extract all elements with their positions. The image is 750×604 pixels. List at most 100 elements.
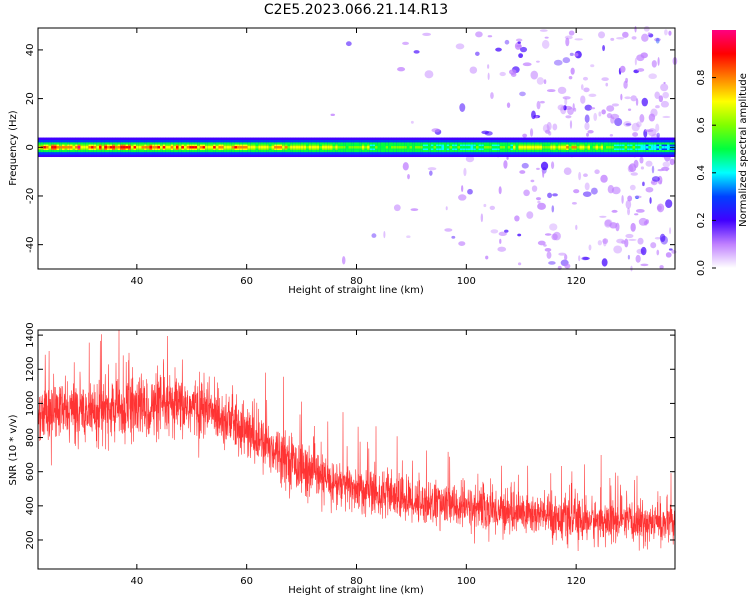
band-segment xyxy=(359,146,363,149)
band-segment xyxy=(629,146,634,149)
band-segment xyxy=(133,146,137,149)
band-segment xyxy=(640,146,644,149)
noise-speck xyxy=(624,96,631,100)
noise-speck xyxy=(506,102,511,108)
band-segment xyxy=(619,146,623,149)
noise-speck xyxy=(669,227,672,235)
noise-speck xyxy=(568,75,573,80)
band-segment xyxy=(372,146,376,149)
band-segment xyxy=(383,146,387,149)
band-segment xyxy=(659,146,663,149)
noise-speck xyxy=(410,120,414,124)
band-segment xyxy=(539,146,543,149)
band-segment xyxy=(542,146,546,149)
noise-speck xyxy=(567,107,574,115)
noise-speck xyxy=(539,29,548,32)
noise-speck xyxy=(664,29,668,36)
noise-speck xyxy=(588,244,592,251)
noise-speck xyxy=(383,230,386,239)
band-segment xyxy=(401,146,405,149)
noise-speck xyxy=(655,105,660,109)
band-segment xyxy=(308,146,312,149)
noise-speck xyxy=(444,228,453,232)
band-segment xyxy=(452,146,456,149)
noise-speck xyxy=(597,240,603,246)
band-segment xyxy=(284,146,289,149)
noise-speck xyxy=(636,54,645,62)
band-segment xyxy=(444,146,448,149)
y-tick-label: 40 xyxy=(25,44,36,57)
y-tick-label: 1400 xyxy=(25,322,36,347)
noise-speck xyxy=(413,50,420,54)
noise-speck xyxy=(601,77,609,82)
snr-x-label: Height of straight line (km) xyxy=(288,585,424,596)
noise-speck xyxy=(529,128,534,137)
band-segment xyxy=(53,146,58,149)
noise-speck xyxy=(630,222,636,232)
noise-speck xyxy=(640,246,647,256)
band-segment xyxy=(457,146,461,149)
band-segment xyxy=(531,146,535,149)
noise-speck xyxy=(606,105,615,112)
noise-speck xyxy=(663,81,666,85)
band-segment xyxy=(125,146,129,149)
figure-title: C2E5.2023.066.21.14.R13 xyxy=(264,2,448,18)
spectrogram-y-label: Frequency (Hz) xyxy=(8,110,19,186)
band-segment xyxy=(478,146,482,149)
band-segment xyxy=(274,146,278,149)
noise-speck xyxy=(506,156,509,160)
noise-speck xyxy=(455,43,465,50)
band-segment xyxy=(51,146,55,149)
noise-speck xyxy=(650,108,658,117)
band-segment xyxy=(534,146,538,149)
noise-speck xyxy=(504,39,510,45)
band-segment xyxy=(454,146,458,149)
noise-speck xyxy=(487,64,490,69)
band-segment xyxy=(213,146,217,149)
band-segment xyxy=(160,146,164,149)
band-segment xyxy=(375,146,379,149)
noise-speck xyxy=(633,159,639,169)
band-segment xyxy=(83,146,87,149)
noise-speck xyxy=(431,128,440,133)
noise-speck xyxy=(582,76,589,81)
band-segment xyxy=(287,146,291,149)
noise-speck xyxy=(564,35,573,40)
noise-speck xyxy=(634,25,637,33)
band-segment xyxy=(558,146,562,149)
band-segment xyxy=(218,146,222,149)
colorbar: 0.0 0.2 0.4 0.6 0.8 Normalized spectral ampl… xyxy=(696,30,749,276)
noise-speck xyxy=(605,82,609,87)
band-segment xyxy=(377,146,381,149)
band-segment xyxy=(555,146,559,149)
band-segment xyxy=(473,146,477,149)
noise-speck xyxy=(620,93,623,101)
band-segment xyxy=(491,146,496,149)
band-segment xyxy=(388,146,392,149)
noise-speck xyxy=(521,162,529,169)
noise-speck xyxy=(654,237,661,240)
band-segment xyxy=(191,146,196,149)
noise-speck xyxy=(519,46,528,53)
band-segment xyxy=(651,146,655,149)
x-tick-label: 100 xyxy=(457,276,476,287)
band-segment xyxy=(130,146,135,149)
band-segment xyxy=(624,146,628,149)
noise-speck xyxy=(584,122,590,131)
noise-speck xyxy=(655,37,660,44)
band-segment xyxy=(202,146,206,149)
band-segment xyxy=(295,146,299,149)
noise-speck xyxy=(640,263,649,267)
band-segment xyxy=(433,146,437,149)
noise-speck xyxy=(587,130,594,134)
noise-speck xyxy=(517,262,522,266)
noise-speck xyxy=(542,169,545,178)
noise-speck xyxy=(604,219,612,228)
noise-speck xyxy=(557,104,565,111)
noise-speck xyxy=(544,247,552,252)
noise-speck xyxy=(557,86,567,95)
noise-speck xyxy=(424,70,434,79)
band-segment xyxy=(348,146,352,149)
band-segment xyxy=(552,146,557,149)
